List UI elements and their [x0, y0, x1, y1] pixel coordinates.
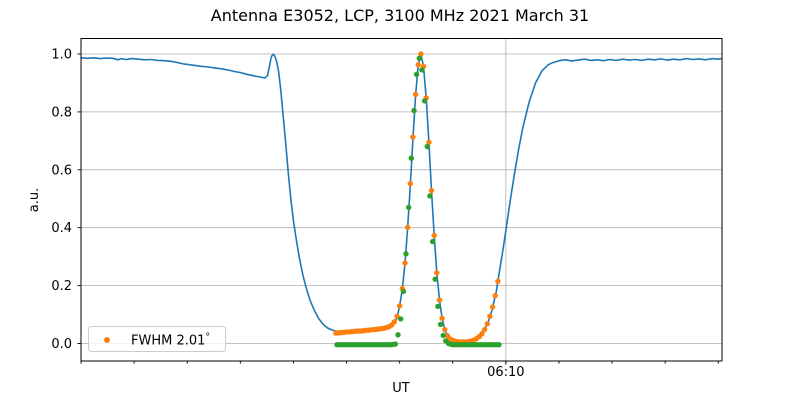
legend-label: FWHM 2.01° — [131, 332, 210, 349]
data-point — [418, 51, 424, 57]
legend-box — [88, 326, 226, 352]
legend: FWHM 2.01° — [88, 326, 226, 352]
data-point — [440, 332, 446, 339]
data-point — [400, 288, 407, 295]
y-tick-label: 0.2 — [51, 279, 72, 294]
data-point — [479, 331, 485, 337]
y-tick-label: 0.6 — [51, 163, 72, 178]
data-point — [411, 107, 417, 114]
data-point — [410, 134, 416, 140]
data-point — [489, 304, 496, 310]
data-point — [395, 332, 401, 338]
data-point — [442, 326, 448, 333]
y-tick-label: 0.0 — [51, 337, 72, 352]
data-point — [415, 61, 421, 68]
legend-marker-icon — [104, 337, 110, 343]
data-point — [402, 260, 408, 266]
y-tick-label: 0.8 — [51, 105, 72, 120]
data-point — [424, 143, 430, 150]
plot-series — [81, 51, 722, 348]
y-axis-label: a.u. — [27, 188, 42, 212]
chart-title: Antenna E3052, LCP, 3100 MHz 2021 March … — [211, 6, 589, 25]
gridlines — [81, 38, 722, 361]
data-point — [495, 278, 501, 284]
data-point — [404, 224, 411, 231]
data-point — [439, 315, 445, 321]
data-point — [432, 276, 438, 282]
data-point — [407, 181, 413, 187]
data-point — [427, 193, 433, 199]
data-point — [419, 67, 425, 73]
data-point — [416, 55, 422, 61]
data-point — [408, 155, 414, 161]
x-tick-label: 06:10 — [487, 365, 524, 380]
data-point — [392, 341, 399, 347]
data-point — [406, 204, 412, 211]
data-point — [496, 342, 502, 348]
data-point — [487, 313, 493, 319]
y-tick-label: 0.4 — [51, 221, 72, 236]
data-point — [436, 297, 443, 303]
data-point — [413, 71, 420, 78]
data-point — [391, 319, 397, 325]
degree-symbol: ° — [205, 332, 210, 343]
data-point — [431, 232, 437, 239]
orange-points — [333, 51, 501, 345]
green-points — [334, 55, 502, 348]
data-point — [492, 293, 498, 299]
plot-border — [80, 38, 723, 362]
data-point — [421, 98, 428, 104]
data-point — [434, 270, 440, 276]
data-point — [396, 303, 403, 309]
y-tick-label: 1.0 — [51, 48, 72, 63]
blue-line — [81, 53, 722, 342]
data-point — [435, 303, 441, 310]
data-point — [428, 187, 435, 194]
data-point — [429, 238, 436, 245]
data-point — [403, 251, 409, 257]
axis-ticks: 0.0 0.2 0.4 0.6 0.8 1.0 06:10 — [51, 48, 719, 380]
data-point — [437, 321, 444, 328]
data-point — [412, 91, 419, 98]
data-point — [398, 316, 404, 322]
data-point — [481, 326, 488, 333]
data-point — [484, 321, 490, 327]
data-point — [426, 139, 432, 145]
x-axis-label: UT — [392, 381, 410, 396]
